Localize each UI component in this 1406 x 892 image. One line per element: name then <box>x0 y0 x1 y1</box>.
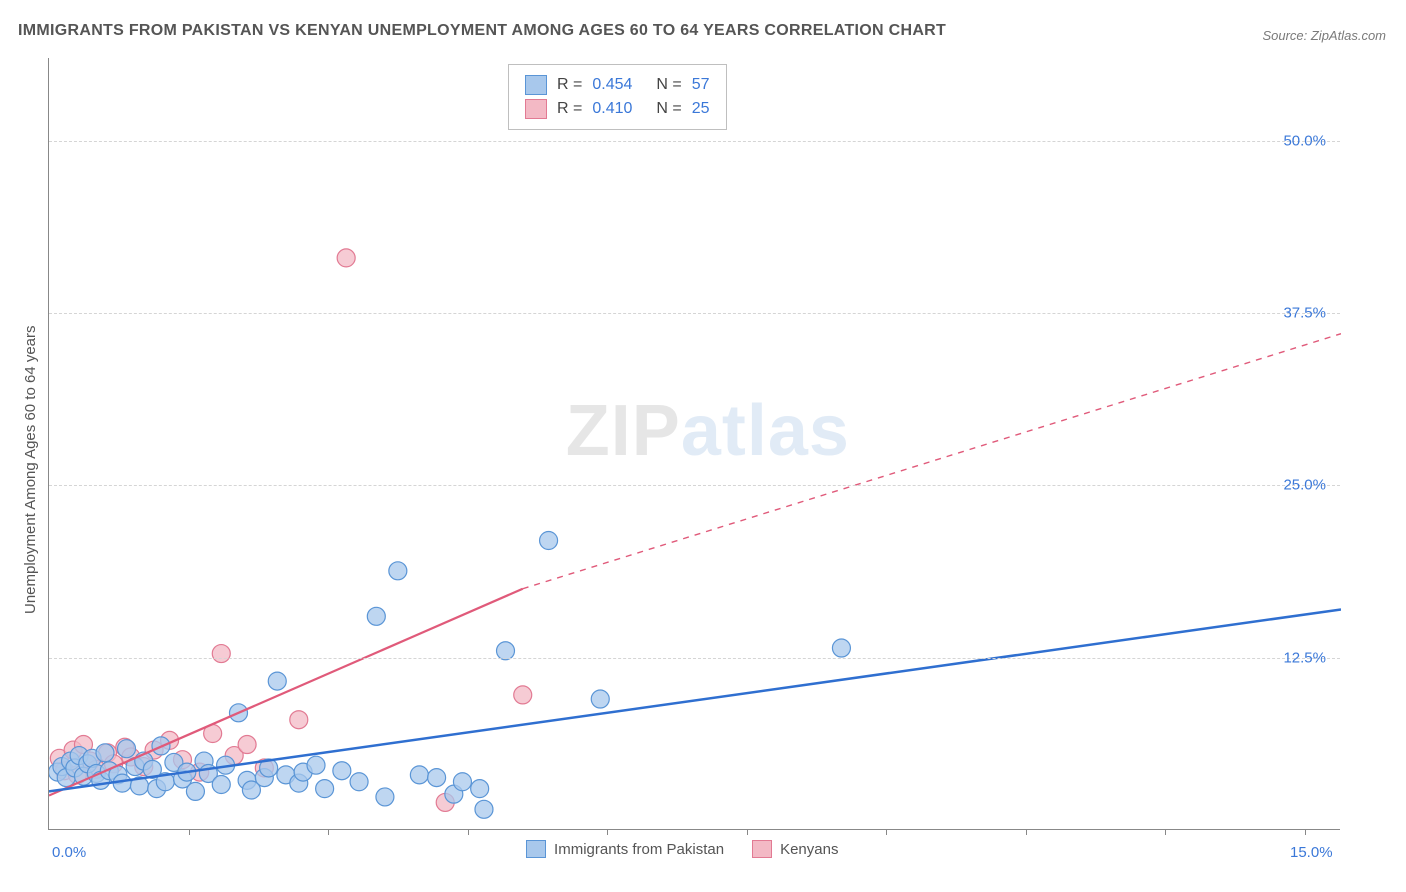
legend-row-pink: R = 0.410 N = 25 <box>525 97 710 121</box>
legend-n-value-pink: 25 <box>692 100 710 118</box>
legend-r-value-pink: 0.410 <box>592 100 632 118</box>
legend-r-label: R = <box>557 76 582 94</box>
gridline <box>49 658 1340 659</box>
y-tick-label: 50.0% <box>1283 132 1326 149</box>
watermark-part1: ZIP <box>566 391 681 471</box>
series-legend: Immigrants from Pakistan Kenyans <box>526 840 838 858</box>
legend-n-label: N = <box>656 100 681 118</box>
legend-row-blue: R = 0.454 N = 57 <box>525 73 710 97</box>
x-tick <box>328 829 329 835</box>
x-tick <box>468 829 469 835</box>
x-tick <box>189 829 190 835</box>
swatch-blue-icon <box>525 75 547 95</box>
x-tick <box>747 829 748 835</box>
x-tick <box>607 829 608 835</box>
legend-r-label: R = <box>557 100 582 118</box>
plot-area: ZIPatlas 12.5% 25.0% 37.5% 50.0% <box>48 58 1340 830</box>
gridline <box>49 485 1340 486</box>
chart-svg <box>49 58 1341 830</box>
chart-title: IMMIGRANTS FROM PAKISTAN VS KENYAN UNEMP… <box>18 22 946 40</box>
watermark-part2: atlas <box>681 391 850 471</box>
y-axis-label: Unemployment Among Ages 60 to 64 years <box>22 325 39 614</box>
y-tick-label: 37.5% <box>1283 305 1326 322</box>
x-tick <box>1305 829 1306 835</box>
swatch-pink-icon <box>752 840 772 858</box>
x-axis-max-label: 15.0% <box>1290 844 1333 861</box>
y-tick-label: 25.0% <box>1283 477 1326 494</box>
gridline <box>49 141 1340 142</box>
legend-r-value-blue: 0.454 <box>592 76 632 94</box>
legend-item-pink: Kenyans <box>752 840 838 858</box>
x-tick <box>1026 829 1027 835</box>
x-axis-min-label: 0.0% <box>52 844 86 861</box>
swatch-pink-icon <box>525 99 547 119</box>
gridline <box>49 313 1340 314</box>
correlation-legend: R = 0.454 N = 57 R = 0.410 N = 25 <box>508 64 727 130</box>
legend-n-value-blue: 57 <box>692 76 710 94</box>
legend-label-pink: Kenyans <box>780 841 838 858</box>
y-tick-label: 12.5% <box>1283 649 1326 666</box>
legend-label-blue: Immigrants from Pakistan <box>554 841 724 858</box>
watermark: ZIPatlas <box>566 390 850 472</box>
legend-item-blue: Immigrants from Pakistan <box>526 840 724 858</box>
x-tick <box>1165 829 1166 835</box>
legend-n-label: N = <box>656 76 681 94</box>
swatch-blue-icon <box>526 840 546 858</box>
source-attribution: Source: ZipAtlas.com <box>1262 28 1386 43</box>
x-tick <box>886 829 887 835</box>
